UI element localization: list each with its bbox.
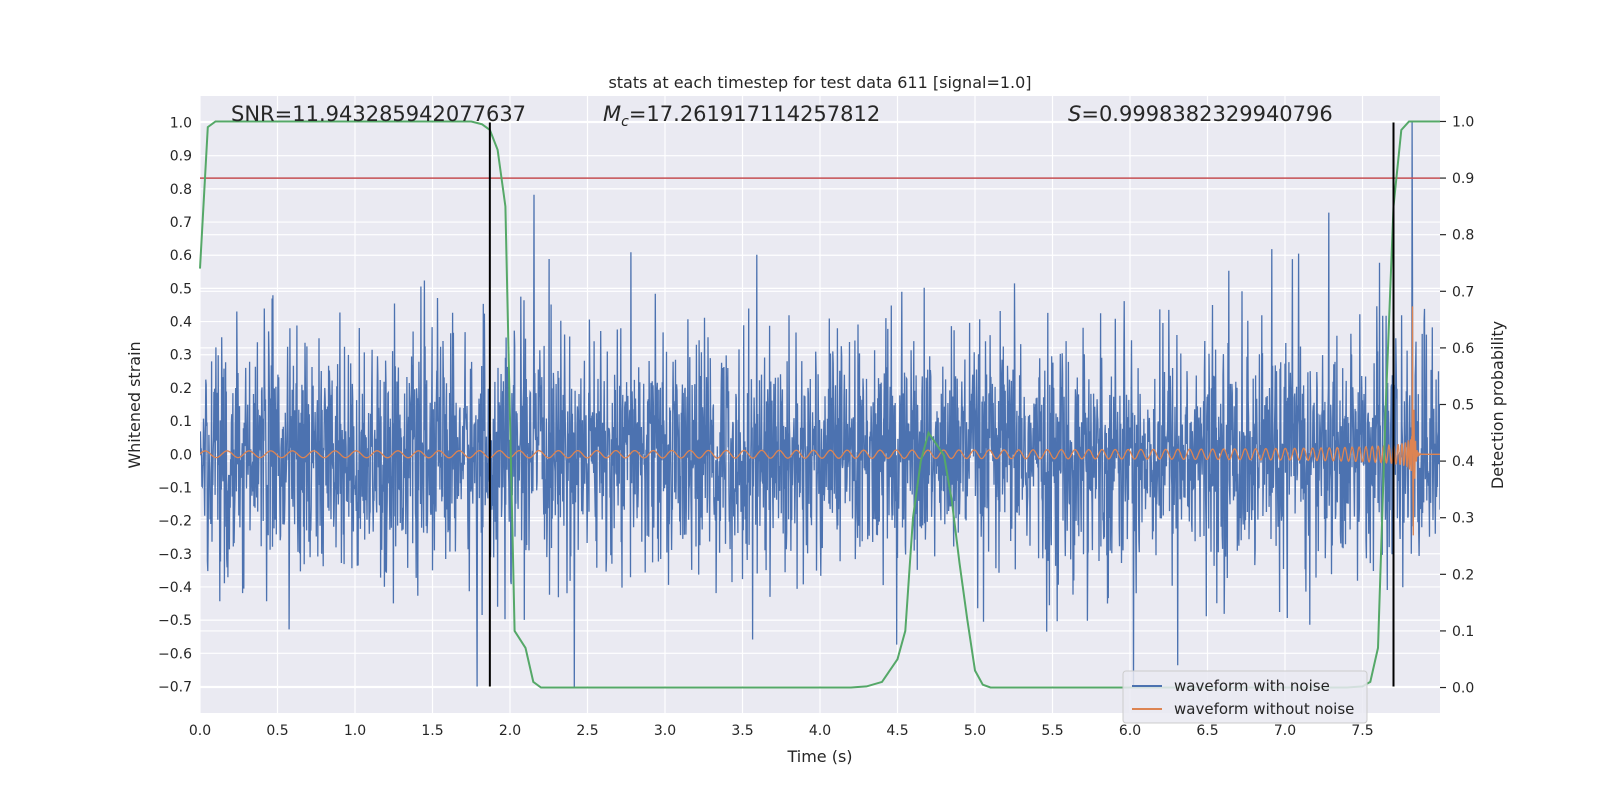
x-ticks: 0.0 0.5 1.0 1.5 2.0 2.5 3.0 3.5 4.0 4.5 5.0 5.5 6.0 6…: [189, 723, 1374, 739]
series-layer: [200, 122, 1440, 687]
y-tick-label: −0.7: [158, 679, 192, 695]
x-tick-label: 7.0: [1274, 723, 1296, 739]
y2-axis-label: Detection probability: [1488, 321, 1507, 489]
y-tick-label: 0.6: [170, 248, 192, 264]
y-tick-label: −0.3: [158, 547, 192, 563]
legend: waveform with noise waveform without noi…: [1122, 670, 1368, 724]
x-tick-label: 3.0: [654, 723, 676, 739]
y2-tick-label: 0.2: [1452, 567, 1474, 583]
legend-label-clean: waveform without noise: [1174, 700, 1354, 718]
y-tick-label: −0.5: [158, 613, 192, 629]
y-tick-label: −0.1: [158, 480, 192, 496]
y2-tick-label: 0.1: [1452, 624, 1474, 640]
y-tick-label: 0.2: [170, 381, 192, 397]
y2-tick-label: 0.6: [1452, 341, 1474, 357]
x-tick-label: 0.5: [266, 723, 288, 739]
y2-tick-label: 0.9: [1452, 171, 1474, 187]
x-tick-label: 4.0: [809, 723, 831, 739]
y2-tick-label: 0.3: [1452, 511, 1474, 527]
y-tick-label: 0.8: [170, 182, 192, 198]
series-waveform-without-noise: [200, 306, 1440, 536]
x-tick-label: 5.5: [1041, 723, 1063, 739]
x-tick-label: 6.5: [1196, 723, 1218, 739]
x-tick-label: 1.0: [344, 723, 366, 739]
annotation-mc: Mc=17.261917114257812: [603, 102, 880, 130]
x-tick-label: 1.5: [421, 723, 443, 739]
y-tick-label: −0.4: [158, 580, 192, 596]
annotation-snr: SNR=11.943285942077637: [231, 102, 526, 126]
y2-ticks: 0.0 0.1 0.2 0.3 0.4 0.5 0.6 0.7 0.8 0.9 1.0: [1440, 114, 1474, 697]
y-tick-label: −0.2: [158, 514, 192, 530]
legend-label-noise: waveform with noise: [1174, 677, 1330, 695]
x-tick-label: 6.0: [1119, 723, 1141, 739]
y-tick-label: 0.3: [170, 348, 192, 364]
y-tick-label: 0.5: [170, 281, 192, 297]
y-tick-label: 1.0: [170, 116, 192, 132]
y2-tick-label: 0.7: [1452, 284, 1474, 300]
y-tick-label: 0.1: [170, 414, 192, 430]
y2-tick-label: 0.5: [1452, 398, 1474, 414]
chart-title: stats at each timestep for test data 611…: [608, 73, 1031, 92]
series-waveform-with-noise: [200, 122, 1440, 687]
y2-tick-label: 1.0: [1452, 114, 1474, 130]
x-axis-label: Time (s): [786, 747, 852, 766]
x-tick-label: 7.5: [1351, 723, 1373, 739]
y2-tick-label: 0.8: [1452, 228, 1474, 244]
x-tick-label: 5.0: [964, 723, 986, 739]
x-tick-label: 2.0: [499, 723, 521, 739]
y-tick-label: 0.7: [170, 215, 192, 231]
annotations: SNR=11.943285942077637 Mc=17.261917114257…: [231, 102, 1333, 130]
y-tick-label: 0.4: [170, 315, 192, 331]
y-tick-label: 0.9: [170, 149, 192, 165]
y-ticks: −0.7 −0.6 −0.5 −0.4 −0.3 −0.2 −0.1 0.0 0.1 0.2 0.3…: [158, 116, 192, 696]
y2-tick-label: 0.4: [1452, 454, 1474, 470]
x-tick-label: 4.5: [886, 723, 908, 739]
y-tick-label: −0.6: [158, 646, 192, 662]
y-tick-label: 0.0: [170, 447, 192, 463]
x-tick-label: 3.5: [731, 723, 753, 739]
legend-box: [1122, 670, 1368, 724]
x-tick-label: 2.5: [576, 723, 598, 739]
annotation-s: S=0.9998382329940796: [1068, 102, 1333, 126]
y2-tick-label: 0.0: [1452, 681, 1474, 697]
x-tick-label: 0.0: [189, 723, 211, 739]
y-axis-label: Whitened strain: [125, 341, 144, 468]
